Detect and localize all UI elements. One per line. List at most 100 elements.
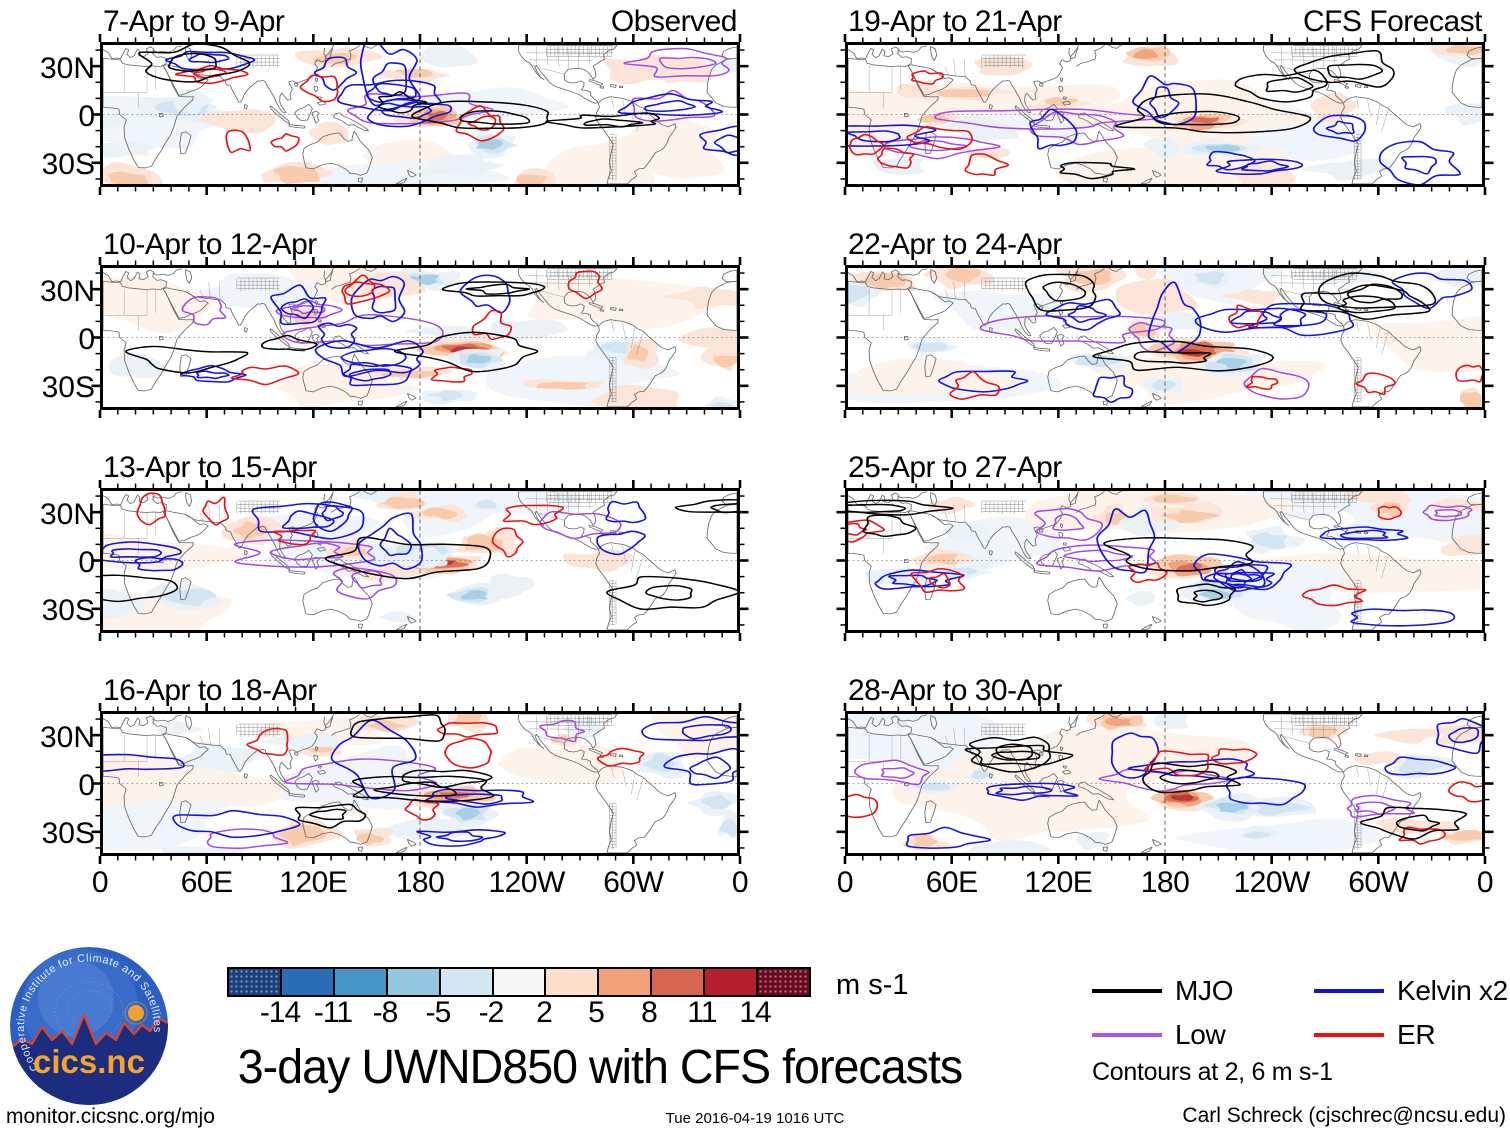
sun-icon <box>128 1005 144 1021</box>
ticks-top <box>843 257 1487 265</box>
y-axis-label: 30S <box>41 817 95 850</box>
anomaly-map <box>103 714 737 853</box>
map-panel-forecast-2: 22-Apr to 24-Apr <box>836 228 1494 418</box>
ticks-top <box>98 703 742 711</box>
er-line-swatch <box>1314 1033 1384 1037</box>
anomaly-map <box>848 491 1482 630</box>
y-axis-label: 30N <box>39 52 95 85</box>
column-label-forecast: CFS Forecast <box>1302 5 1483 38</box>
x-axis-label: 60W <box>1348 866 1409 899</box>
ticks-right <box>740 495 749 626</box>
colorbar-tick-label: -2 <box>478 996 505 1029</box>
panel-title: 7-Apr to 9-Apr <box>103 5 285 38</box>
ticks-right <box>740 718 749 849</box>
anomaly-map <box>848 45 1482 184</box>
map-canvas <box>103 268 737 407</box>
colorbar-tick-label: -5 <box>425 996 452 1029</box>
colorbar-tick-label: 11 <box>687 996 717 1029</box>
legend-label: MJO <box>1175 975 1234 1006</box>
map-canvas <box>848 268 1482 407</box>
ticks-right <box>740 272 749 403</box>
x-axis-label: 180 <box>395 866 445 899</box>
map-panel-observed-4: 16-Apr to 18-Apr 30N 0 30S <box>40 674 749 864</box>
ticks-right <box>1485 495 1494 626</box>
map-panel-forecast-4: 28-Apr to 30-Apr <box>836 674 1494 864</box>
colorbar-tick-label: -8 <box>372 996 399 1029</box>
y-axis-label: 30S <box>41 148 95 181</box>
x-axis-label: 120E <box>1024 866 1093 899</box>
map-canvas <box>848 714 1482 853</box>
kelvin-line-swatch <box>1314 989 1384 993</box>
x-axis-label: 0 <box>91 866 109 899</box>
author-credit: Carl Schreck (cjschrec@ncsu.edu) <box>1182 1104 1506 1127</box>
cicsnc-logo: Cooperative Institute for Climate and Sa… <box>10 947 168 1105</box>
ticks-left <box>836 49 845 180</box>
anomaly-map <box>848 714 1482 853</box>
map-panel-forecast-1: 19-Apr to 21-Apr CFS Forecast <box>836 5 1494 195</box>
y-axis-label: 0 <box>78 769 95 802</box>
ticks-top <box>98 34 742 42</box>
logo-wordmark: cics.nc <box>33 1043 145 1080</box>
colorbar-tick-label: -11 <box>313 996 353 1029</box>
legend-label: ER <box>1397 1019 1436 1050</box>
colorbar-cell <box>332 969 386 995</box>
anomaly-map <box>103 45 737 184</box>
colorbar-cell <box>279 969 333 995</box>
ticks-left <box>836 718 845 849</box>
ticks-right <box>1485 272 1494 403</box>
ticks-bottom <box>843 856 1487 864</box>
panel-title: 25-Apr to 27-Apr <box>848 451 1062 484</box>
cicsnc-logo-art: Cooperative Institute for Climate and Sa… <box>10 947 168 1105</box>
x-axis-label: 120W <box>488 866 566 899</box>
ticks-top <box>843 703 1487 711</box>
legend-item-kelvin: Kelvin x2 <box>1314 975 1508 1006</box>
anomaly-map <box>103 268 737 407</box>
panel-title: 13-Apr to 15-Apr <box>103 451 317 484</box>
contour-legend: MJO Kelvin x2 Low ER Contours at 2, 6 m … <box>1092 975 1510 1086</box>
x-axis-labels-right: 0 60E 120E 180 120W 60W 0 <box>837 866 1494 906</box>
colorbar-tick-label: -14 <box>259 996 301 1029</box>
column-label-observed: Observed <box>610 5 738 38</box>
colorbar-labels: -14 -11 -8 -5 -2 2 5 8 11 14 <box>227 996 811 1032</box>
y-axis-label: 30S <box>41 371 95 404</box>
map-panel-observed-2: 10-Apr to 12-Apr 30N 0 30S <box>40 228 749 418</box>
panel-title: 28-Apr to 30-Apr <box>848 674 1062 707</box>
ticks-top <box>98 480 742 488</box>
ticks-right <box>1485 49 1494 180</box>
map-canvas <box>103 491 737 630</box>
legend-label: Kelvin x2 <box>1397 975 1508 1006</box>
x-axis-label: 120E <box>279 866 348 899</box>
panel-title: 16-Apr to 18-Apr <box>103 674 317 707</box>
x-axis-label: 60E <box>925 866 978 899</box>
y-axis-label: 0 <box>78 100 95 133</box>
ticks-bottom <box>843 410 1487 418</box>
x-axis-label: 60E <box>180 866 233 899</box>
colorbar-cell <box>229 969 280 995</box>
panel-title: 10-Apr to 12-Apr <box>103 228 317 261</box>
colorbar-cell <box>756 969 809 995</box>
anomaly-map <box>848 268 1482 407</box>
map-panel-observed-1: 7-Apr to 9-Apr Observed 30N 0 30S <box>40 5 749 195</box>
x-axis-label: 0 <box>1476 866 1494 899</box>
colorbar-tick-label: 14 <box>739 996 771 1029</box>
ticks-left <box>91 495 100 626</box>
ticks-bottom <box>98 187 742 195</box>
colorbar-tick-label: 2 <box>536 996 553 1029</box>
ticks-top <box>843 34 1487 42</box>
y-axis-label: 0 <box>78 323 95 356</box>
legend-item-mjo: MJO <box>1092 975 1234 1006</box>
colorbar-tick-label: 8 <box>641 996 658 1029</box>
ticks-bottom <box>843 633 1487 641</box>
ticks-bottom <box>843 187 1487 195</box>
source-url: monitor.cicsnc.org/mjo <box>6 1105 215 1128</box>
map-panel-observed-3: 13-Apr to 15-Apr 30N 0 30S <box>40 451 749 641</box>
colorbar-cell <box>438 969 492 995</box>
colorbar <box>227 967 811 997</box>
contour-levels-note: Contours at 2, 6 m s-1 <box>1092 1058 1333 1086</box>
ticks-right <box>740 49 749 180</box>
x-axis-label: 180 <box>1140 866 1190 899</box>
colorbar-unit: m s-1 <box>836 969 909 1001</box>
legend-item-er: ER <box>1314 1019 1436 1050</box>
ticks-bottom <box>98 633 742 641</box>
